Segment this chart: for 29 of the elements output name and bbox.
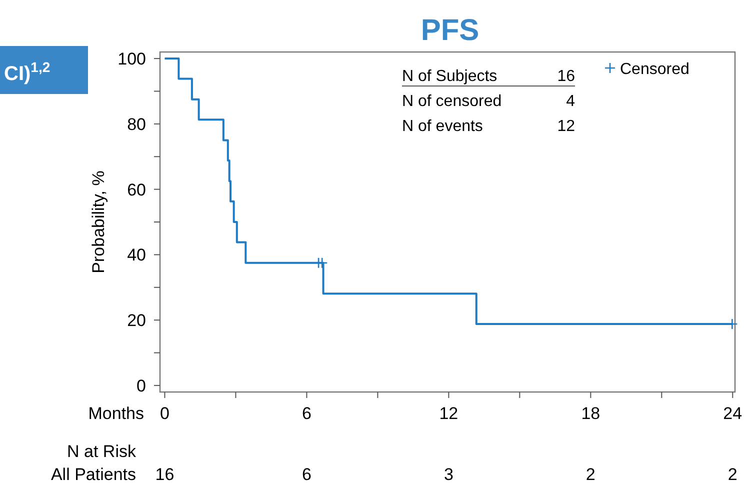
x-tick-label: 12 xyxy=(439,404,458,423)
annotation: N of Subjects xyxy=(402,68,498,85)
text: All Patients xyxy=(50,465,136,483)
text: N at Risk xyxy=(67,442,136,461)
annotation: N of censored xyxy=(402,93,502,110)
y-axis-title: Probability, % xyxy=(89,170,108,274)
annotation: 16 xyxy=(557,68,576,85)
y-tick-label: 60 xyxy=(127,180,146,200)
y-tick-label: 20 xyxy=(127,311,146,330)
y-tick-label: 100 xyxy=(118,50,146,69)
y-tick-label: 0 xyxy=(136,376,146,396)
annotation: 12 xyxy=(557,118,576,135)
chart-title: PFS xyxy=(420,14,480,47)
y-tick-label: 80 xyxy=(127,114,146,134)
text: 3 xyxy=(444,465,454,483)
text: 2 xyxy=(586,465,596,483)
text: 16 xyxy=(155,465,174,483)
legend-label: Censored xyxy=(620,61,690,78)
x-tick-label: 0 xyxy=(160,404,170,423)
annotation: N of events xyxy=(402,118,483,135)
x-tick-label: 18 xyxy=(581,404,600,423)
text: 2 xyxy=(728,465,738,483)
text: 6 xyxy=(302,465,312,483)
y-tick-label: 40 xyxy=(127,246,146,265)
text: CI)$^{1,2}$ xyxy=(4,59,50,85)
x-tick-label: 6 xyxy=(302,404,312,423)
x-tick-label: 24 xyxy=(723,404,742,423)
x-axis-title: Months xyxy=(88,404,144,423)
annotation: 4 xyxy=(566,93,576,110)
